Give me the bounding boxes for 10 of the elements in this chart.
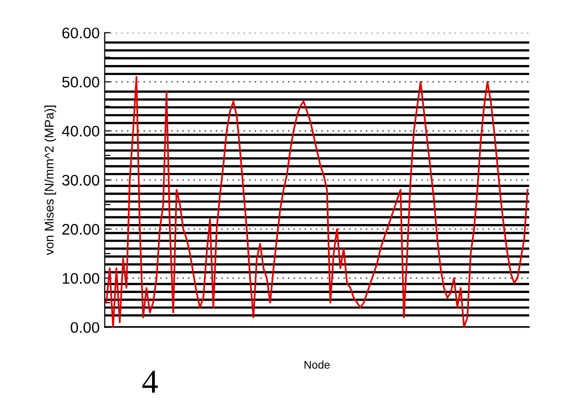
y-tick-label: 20.00 bbox=[62, 224, 100, 235]
y-tick-label: 60.00 bbox=[62, 28, 100, 38]
y-tick-label: 0.00 bbox=[70, 322, 100, 333]
y-tick-label: 40.00 bbox=[62, 126, 100, 137]
y-tick-label: 50.00 bbox=[62, 76, 100, 88]
y-axis-title: von Mises [N/mm^2 (MPa)] bbox=[44, 106, 56, 256]
y-tick-label: 10.00 bbox=[62, 272, 100, 284]
text: 4 bbox=[142, 370, 158, 393]
y-tick-label: 30.00 bbox=[62, 174, 100, 186]
x-axis-title: Node bbox=[304, 360, 330, 369]
